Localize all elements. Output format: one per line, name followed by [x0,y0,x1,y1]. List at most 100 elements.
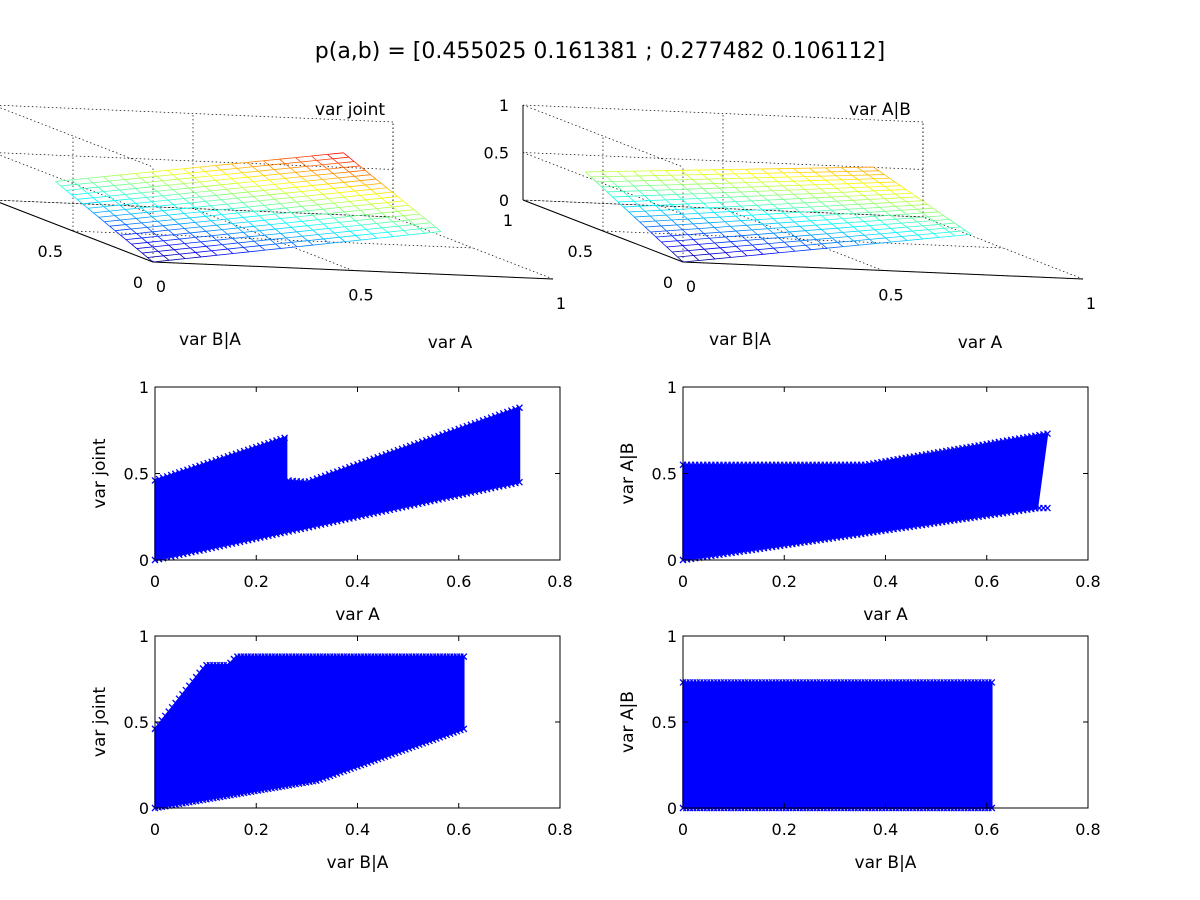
data-point [236,449,244,456]
surface-mesh-line [895,217,912,220]
surface-mesh-line [237,197,244,203]
surface-mesh-line [703,187,720,190]
data-point [491,412,499,420]
surface-mesh-line [852,186,869,189]
surface-mesh-line [853,211,870,214]
surface-mesh-line [339,222,345,228]
surface-mesh-line [729,169,736,175]
surface-mesh-line [290,182,297,188]
surface-mesh-line [954,233,972,237]
surface-mesh-line [746,240,753,246]
surface-mesh-line [136,233,143,239]
surface-mesh-line [151,184,168,188]
surface-mesh-line [98,215,115,218]
grid-line [0,104,394,123]
surface-mesh-line [917,233,934,236]
surface-mesh-line [623,190,640,192]
surface-mesh-line [333,171,350,174]
surface-mesh-line [691,179,698,185]
data-point [240,447,248,455]
surface-mesh-line [766,186,773,192]
surface-mesh-line [323,207,340,210]
surface-mesh-line [702,174,709,180]
surface-mesh-line [894,181,901,187]
surface-mesh-line [317,234,324,240]
surface-mesh-line [873,190,880,196]
surface-mesh-line [365,199,372,205]
surface-mesh-line [60,185,67,191]
data-point [460,653,468,661]
surface-mesh-line [682,228,699,231]
surface-mesh-line [895,192,912,195]
surface-mesh-line [216,239,223,245]
surface-mesh-line [681,213,688,220]
surface-mesh-line [328,226,345,229]
surface-mesh-line [381,183,388,189]
surface-mesh-line [697,169,704,175]
surface-mesh-line [773,247,780,254]
surface-mesh-line [585,171,592,178]
surface-mesh-line [397,196,404,202]
surface-mesh-line [227,233,233,239]
surface-mesh-line [317,173,334,176]
surface-mesh-line [890,240,908,243]
surface-mesh-line [295,186,302,192]
surface-mesh-line [890,214,897,220]
surface-mesh-line [275,228,281,234]
surface-mesh-line [709,221,726,224]
data-point [460,725,468,733]
y-axis-line [522,199,684,263]
surface-mesh-line [200,226,207,232]
surface-mesh-line [199,211,206,217]
y-axis-label: var B|A [179,330,241,350]
grid-line [392,216,554,280]
surface-mesh-line [697,197,714,199]
surface-mesh-line [408,217,425,221]
surface-mesh-line [746,224,753,231]
surface-mesh-line [371,233,378,239]
surface-mesh-line [649,200,656,206]
figure-suptitle: p(a,b) = [0.455025 0.161381 ; 0.277482 0… [315,39,885,64]
surface-mesh-line [290,180,307,184]
surface-mesh-line [693,255,700,261]
surface-mesh-line [874,229,881,235]
surface-mesh-line [633,200,650,202]
surface-mesh-line [177,178,184,184]
surface-mesh-line [852,199,859,205]
surface-mesh-line [195,250,212,253]
surface-mesh-line [837,227,843,233]
surface-mesh-line [194,190,211,193]
surface-mesh-line [799,226,806,231]
surface-mesh-line [687,233,704,236]
surface-mesh-line [879,207,886,212]
data-point [204,459,212,467]
data-point [305,477,313,485]
surface-mesh-line [959,226,966,231]
surface-mesh-line [778,237,785,243]
surface-mesh-line [295,155,312,158]
surface-mesh-line [857,190,874,192]
surface-mesh-line [151,186,158,192]
surface-mesh-line [639,220,656,223]
x-tick-label: 0.6 [446,820,471,839]
data-point [370,455,378,463]
surface-mesh-line [194,205,211,208]
surface-mesh-line [215,209,222,215]
surface-mesh-line [601,186,608,193]
surface-mesh-line [242,200,259,203]
surface-mesh-line [199,165,216,168]
surface-mesh-line [917,234,924,240]
surface-mesh-line [215,165,222,171]
surface-mesh-line [81,188,88,194]
surface-mesh-line [403,213,420,217]
surface-mesh-line [590,176,597,183]
surface-mesh-line [836,200,843,206]
surface-mesh-line [677,256,684,263]
surface-mesh-line [889,189,896,195]
surface-mesh-line [221,214,228,220]
surface-mesh-line [146,227,153,233]
surface-mesh-line [429,222,436,228]
surface-mesh-line [723,178,730,184]
surface-mesh-line [852,187,859,192]
surface-mesh-line [804,188,821,190]
